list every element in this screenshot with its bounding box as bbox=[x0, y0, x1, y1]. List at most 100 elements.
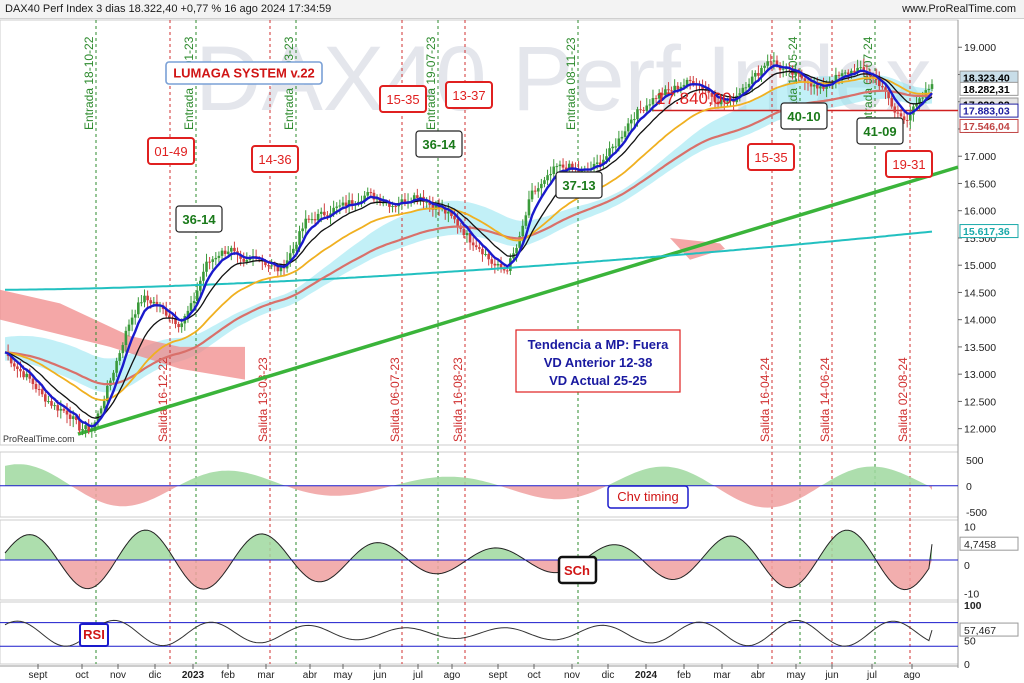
candle-body bbox=[68, 414, 72, 419]
series-fast-line bbox=[4, 64, 933, 428]
signal-box bbox=[379, 85, 427, 113]
candle-body bbox=[527, 199, 531, 216]
candle-body bbox=[667, 89, 670, 91]
instrument-title: DAX40 Perf Index 3 dias 18.322,40 +0,77 … bbox=[5, 3, 332, 15]
brand-label: ProRealTime.com bbox=[3, 434, 75, 444]
candle-body bbox=[533, 190, 537, 192]
candle-body bbox=[747, 83, 751, 88]
candle-body bbox=[106, 385, 109, 402]
candle-body bbox=[571, 163, 574, 169]
candle-body bbox=[896, 112, 900, 114]
chv-negative-area bbox=[5, 485, 932, 508]
candle-body bbox=[617, 138, 621, 147]
candle-body bbox=[812, 84, 816, 87]
candle-body bbox=[819, 86, 822, 89]
candle-body bbox=[908, 114, 912, 121]
candle-body bbox=[815, 84, 819, 89]
signal-vertical-label: Salida 02-08-24 bbox=[896, 357, 910, 442]
site-link[interactable]: www.ProRealTime.com bbox=[902, 3, 1016, 15]
price-tag: 17.546,04 bbox=[963, 121, 1010, 133]
candle-body bbox=[186, 310, 190, 317]
rsi-tick-label: 57,467 bbox=[964, 625, 996, 637]
signal-box bbox=[175, 205, 223, 233]
candle-body bbox=[335, 206, 339, 208]
candle-body bbox=[809, 83, 813, 87]
candle-body bbox=[763, 65, 766, 68]
candle-body bbox=[195, 290, 199, 301]
x-tick-label: jul bbox=[412, 670, 423, 681]
candle-body bbox=[518, 236, 521, 248]
candle-body bbox=[626, 123, 630, 132]
candle-body bbox=[478, 247, 481, 249]
candle-body bbox=[102, 401, 106, 409]
candle-body bbox=[642, 109, 645, 111]
candle-body bbox=[164, 308, 168, 316]
candle-body bbox=[40, 389, 44, 395]
candle-body bbox=[437, 205, 441, 210]
candle-body bbox=[9, 355, 13, 364]
candle-body bbox=[843, 72, 847, 74]
candle-body bbox=[288, 253, 292, 261]
candle-body bbox=[99, 408, 103, 414]
ichimoku-cloud bbox=[5, 74, 932, 393]
candle-body bbox=[487, 253, 490, 260]
candle-body bbox=[757, 72, 760, 76]
price-tag-box bbox=[959, 81, 1019, 96]
x-tick-label: jun bbox=[372, 670, 386, 681]
candle-body bbox=[679, 86, 683, 90]
candle-body bbox=[233, 247, 236, 252]
x-tick-label: feb bbox=[221, 670, 235, 681]
signal-box bbox=[747, 143, 795, 171]
x-tick-label: dic bbox=[149, 670, 162, 681]
candle-body bbox=[608, 148, 611, 157]
candle-body bbox=[521, 225, 525, 237]
candle-body bbox=[834, 74, 838, 83]
series-signal-line bbox=[4, 70, 933, 419]
candle-body bbox=[654, 98, 658, 100]
sch-tick-label: 4,7458 bbox=[964, 539, 996, 551]
candle-body bbox=[651, 98, 655, 105]
candle-body bbox=[115, 360, 118, 373]
candle-body bbox=[53, 405, 56, 407]
candle-body bbox=[301, 228, 304, 232]
candle-body bbox=[884, 87, 887, 91]
candle-body bbox=[481, 248, 484, 255]
level-label: 17.840,00 bbox=[656, 89, 732, 108]
series-long-term-average bbox=[5, 230, 933, 291]
signal-box-text: 13-37 bbox=[452, 88, 485, 103]
candle-body bbox=[22, 371, 25, 378]
candle-body bbox=[304, 218, 308, 229]
x-tick-label: mar bbox=[257, 670, 275, 681]
rsi-tick-label: 50 bbox=[964, 635, 976, 647]
candle-body bbox=[242, 258, 246, 262]
candle-body bbox=[719, 99, 723, 105]
candle-body bbox=[140, 302, 143, 304]
signal-vertical-label: Salida 14-06-24 bbox=[818, 357, 832, 442]
candle-body bbox=[707, 90, 711, 93]
candle-body bbox=[146, 295, 149, 301]
chv-label-box bbox=[607, 485, 689, 509]
x-tick-label: jul bbox=[866, 670, 877, 681]
rsi-panel bbox=[0, 601, 959, 665]
chv-tick-label: 0 bbox=[966, 481, 972, 493]
price-tag: 17.883,03 bbox=[963, 106, 1010, 118]
candle-body bbox=[62, 408, 66, 411]
candle-body bbox=[59, 408, 63, 411]
candle-body bbox=[127, 324, 131, 331]
candle-body bbox=[602, 159, 605, 165]
candle-body bbox=[152, 301, 156, 304]
candle-body bbox=[25, 373, 29, 378]
signal-box-text: 40-10 bbox=[787, 109, 820, 124]
candle-body bbox=[326, 215, 329, 217]
candle-body bbox=[202, 271, 205, 281]
candle-body bbox=[760, 67, 763, 76]
candle-body bbox=[611, 146, 614, 149]
candle-body bbox=[416, 195, 419, 198]
candle-body bbox=[781, 68, 785, 70]
candle-body bbox=[78, 420, 81, 431]
candle-body bbox=[366, 192, 370, 196]
x-tick-label: abr bbox=[751, 670, 766, 681]
rsi-tick-label: 100 bbox=[964, 600, 982, 612]
candle-body bbox=[363, 195, 366, 201]
